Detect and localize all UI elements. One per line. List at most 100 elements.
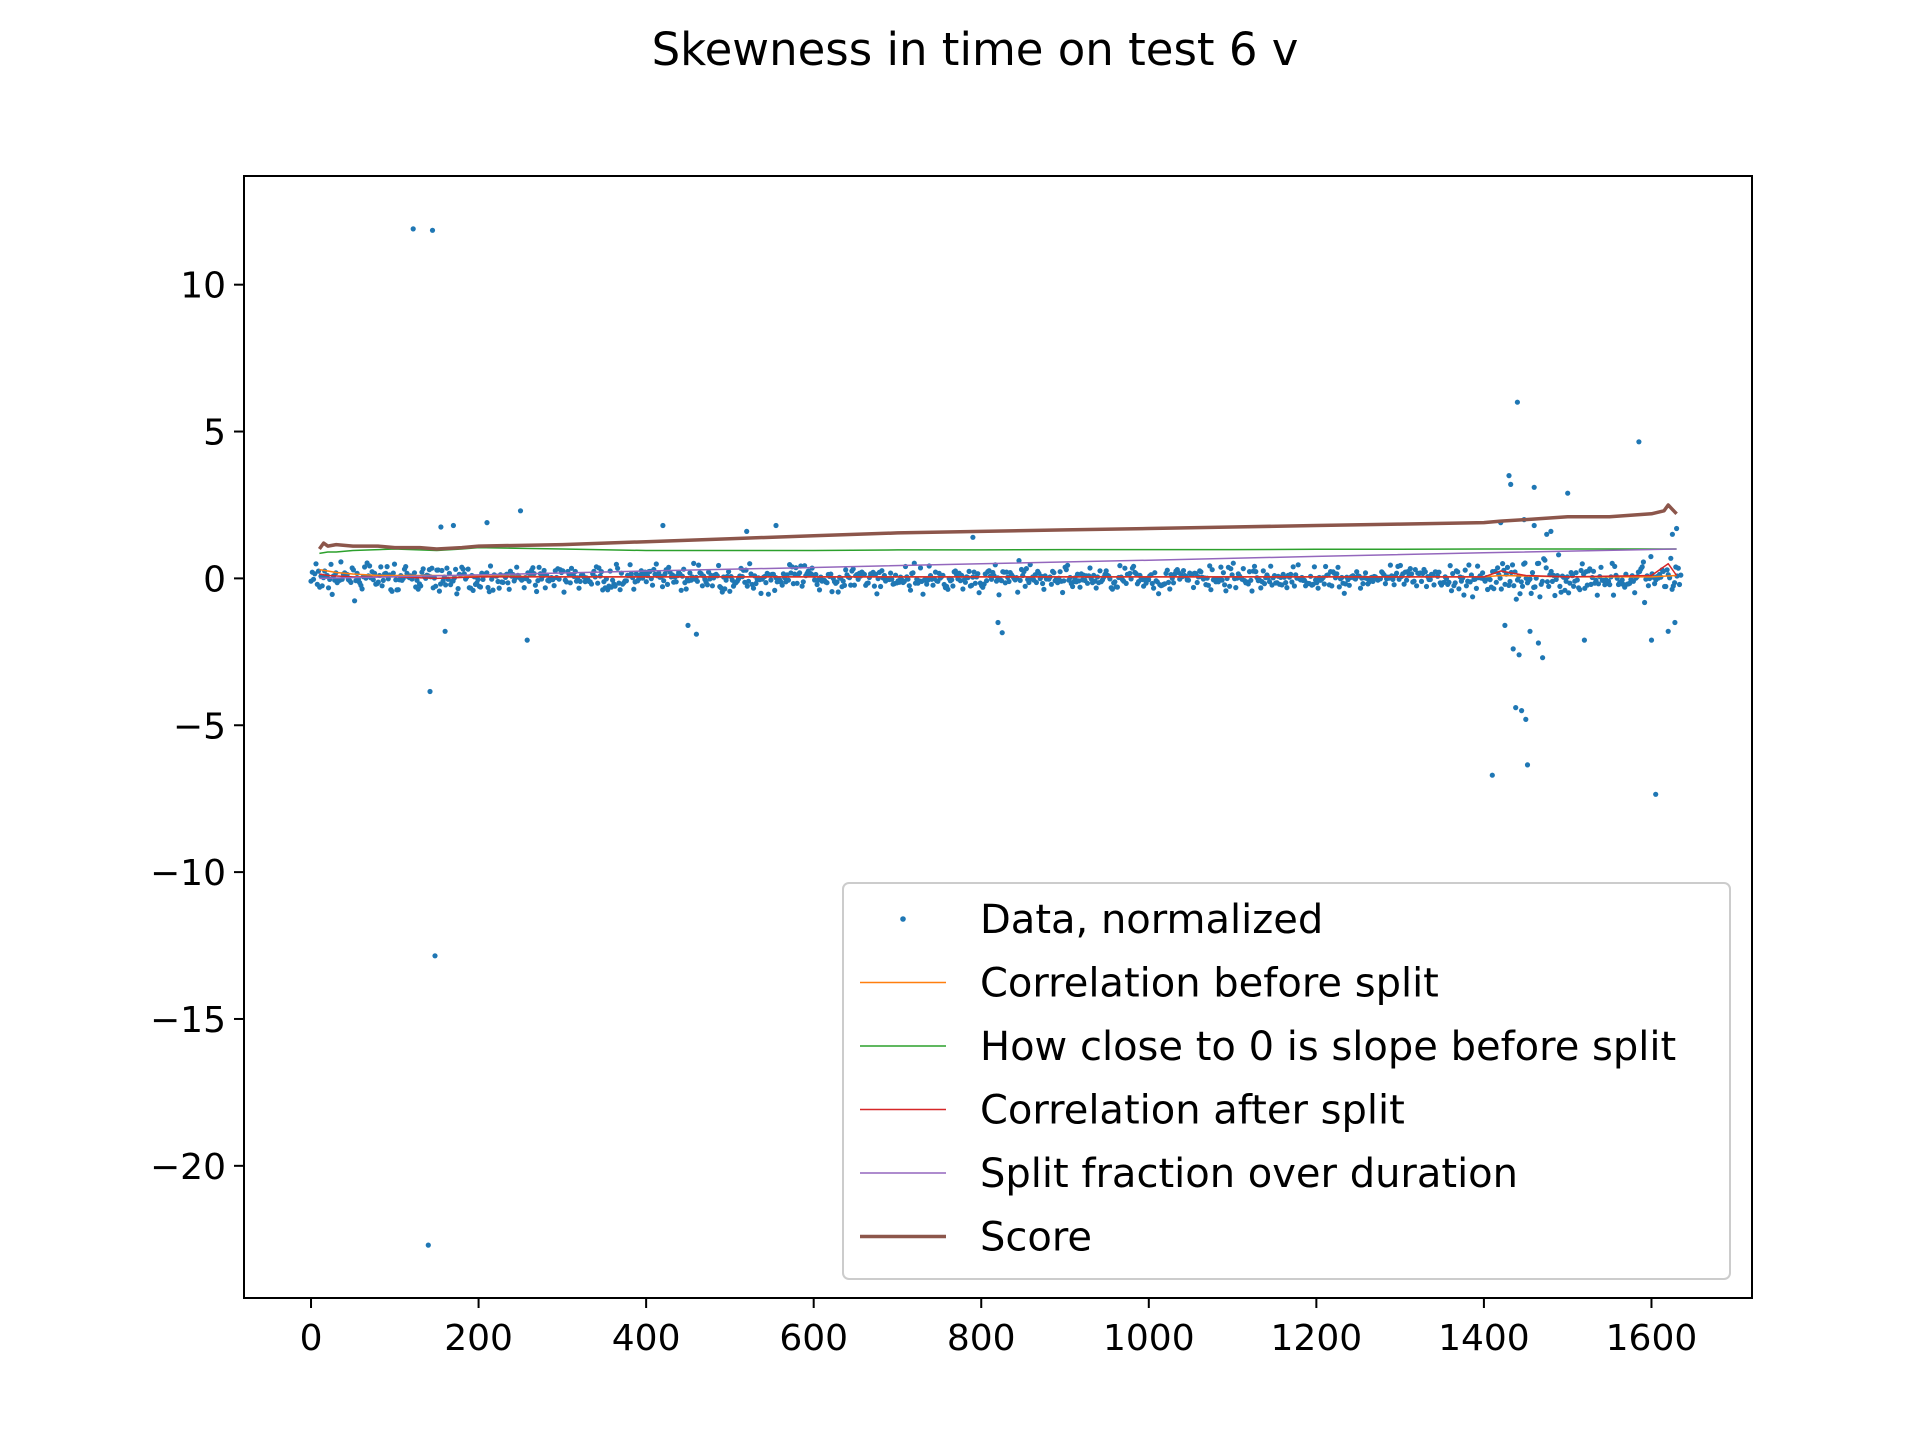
data-point [1077, 584, 1083, 590]
data-point [662, 571, 668, 577]
data-point-outlier [1565, 490, 1571, 496]
data-point [1223, 588, 1229, 594]
data-point [477, 584, 484, 590]
data-point [840, 578, 846, 584]
y-tick-label: −5 [173, 706, 226, 747]
data-point [678, 587, 684, 593]
data-point [1295, 562, 1301, 568]
data-point [541, 567, 547, 574]
series-line-5 [317, 503, 1678, 551]
data-point-outlier [1513, 705, 1519, 711]
data-point [534, 588, 540, 595]
data-point [1209, 567, 1215, 573]
y-axis: 10 5 0 −5 −10 −15 −20 [150, 266, 244, 1188]
data-point [1136, 579, 1142, 585]
data-point [1557, 583, 1563, 590]
data-point [681, 566, 687, 572]
data-point [691, 560, 697, 567]
data-point [521, 585, 527, 591]
data-point [1170, 580, 1177, 586]
legend-marker [900, 916, 906, 922]
data-point-outlier [1648, 637, 1655, 643]
data-point [924, 581, 930, 587]
data-point [1194, 579, 1200, 586]
data-point [561, 589, 567, 595]
data-point [375, 579, 381, 585]
data-point [607, 568, 613, 574]
data-point [623, 578, 630, 584]
data-point [649, 582, 656, 588]
data-point [950, 583, 956, 589]
data-point [390, 570, 396, 576]
data-point [1346, 582, 1352, 588]
data-point [1491, 586, 1497, 592]
data-point [325, 585, 332, 591]
data-point [1639, 564, 1645, 570]
data-point [1518, 579, 1524, 585]
data-point [1461, 592, 1467, 598]
data-point [1208, 587, 1214, 593]
data-point [1504, 564, 1511, 571]
data-point [496, 585, 502, 591]
x-axis: 0 200 400 600 800 1000 1200 1400 1600 [300, 1298, 1697, 1359]
data-point-outlier [1581, 637, 1587, 643]
data-point-outlier [432, 953, 438, 959]
data-point-outlier [1489, 772, 1495, 778]
data-point [1341, 590, 1347, 596]
data-point [996, 592, 1002, 598]
data-point [1544, 579, 1550, 585]
data-point [1467, 579, 1473, 585]
data-point [1114, 584, 1120, 590]
data-point [1664, 567, 1670, 573]
data-point [1460, 575, 1466, 581]
data-point [1414, 583, 1420, 589]
data-point [617, 587, 623, 593]
data-point [889, 576, 895, 582]
data-point [1562, 587, 1568, 593]
y-tick-label: 10 [180, 266, 226, 307]
data-point [597, 573, 603, 579]
data-point [1228, 566, 1234, 572]
data-point [1334, 571, 1340, 577]
data-point-outlier [1508, 481, 1514, 487]
data-point [799, 583, 805, 589]
data-point [694, 578, 701, 584]
data-point-outlier [427, 688, 433, 695]
data-point [1360, 581, 1366, 587]
data-point [627, 562, 633, 568]
data-point [362, 564, 368, 570]
data-point [568, 565, 575, 571]
data-point [359, 586, 365, 592]
data-point [745, 578, 752, 584]
plot-frame [243, 175, 1753, 1299]
data-point [878, 583, 884, 590]
data-point [1391, 582, 1397, 588]
data-point [1321, 581, 1327, 587]
data-point [1411, 578, 1417, 584]
data-point [794, 580, 800, 586]
data-point [1288, 571, 1294, 577]
data-point-outlier [995, 619, 1001, 626]
data-point [505, 580, 511, 586]
data-point [460, 566, 466, 572]
data-point [440, 578, 446, 584]
data-point [850, 566, 856, 572]
data-point [1579, 561, 1585, 567]
data-point-outlier [1506, 473, 1512, 479]
data-point [1498, 586, 1504, 592]
data-point-outlier [438, 524, 444, 530]
data-point [1528, 590, 1534, 597]
data-point [1230, 560, 1236, 566]
data-point [1548, 568, 1554, 575]
data-point [1495, 565, 1501, 571]
data-point [595, 580, 601, 586]
data-point [1573, 570, 1579, 576]
data-point [683, 586, 689, 592]
data-point [631, 586, 637, 592]
data-point [436, 588, 442, 594]
data-point [1248, 577, 1254, 583]
data-point [536, 564, 542, 570]
data-point [747, 561, 753, 567]
data-point [455, 586, 461, 592]
x-tick-label: 600 [779, 1318, 848, 1359]
